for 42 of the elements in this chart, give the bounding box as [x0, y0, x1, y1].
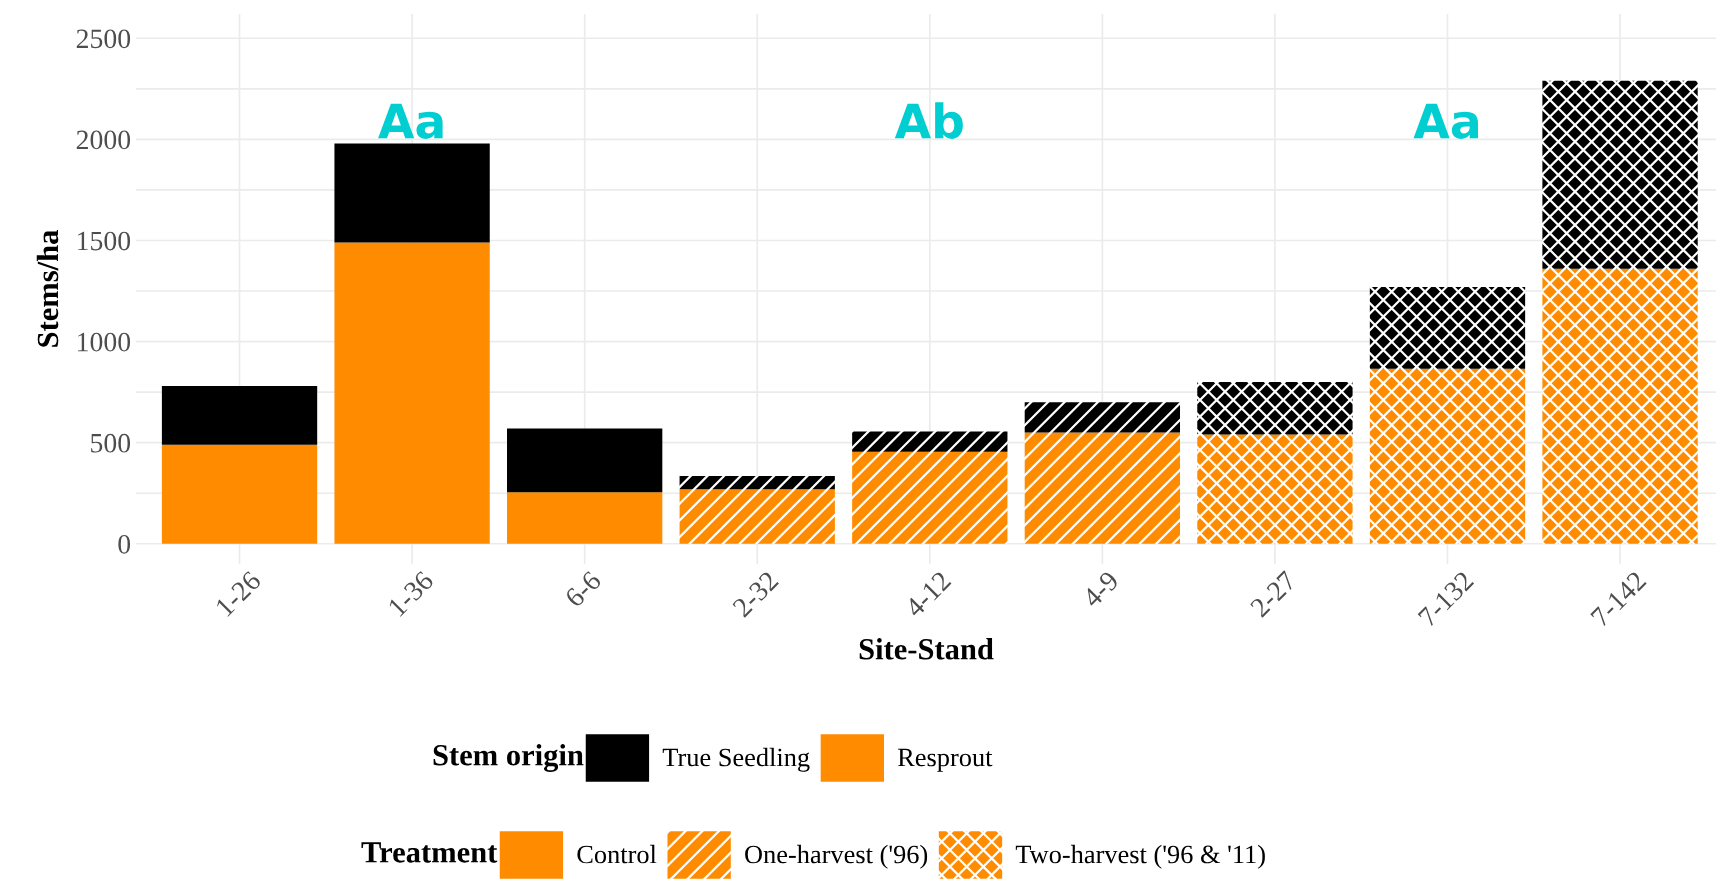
bar	[679, 489, 835, 544]
bar	[161, 444, 318, 544]
x-tick-label: 4-9	[1081, 570, 1120, 609]
y-tick-label: 2000	[76, 130, 131, 150]
legend-label: True Seedling	[662, 747, 810, 772]
y-tick-label: 2500	[76, 29, 131, 49]
y-tick-label: 500	[91, 433, 131, 453]
bar	[1369, 368, 1526, 544]
bar	[1542, 268, 1698, 544]
text: Control	[577, 844, 657, 864]
bar	[334, 242, 490, 544]
bar	[161, 386, 318, 445]
text: One-harvest ('96)	[745, 844, 928, 869]
x-tick-label: 2-32	[731, 570, 780, 618]
bar	[852, 431, 1008, 452]
bar	[334, 143, 490, 243]
bar	[852, 451, 1008, 544]
bar	[1369, 286, 1526, 369]
bar	[507, 492, 663, 544]
bar	[679, 476, 835, 490]
legend-label: Resprout	[897, 748, 993, 772]
bar	[1542, 80, 1698, 269]
y-tick-label: 1500	[78, 231, 131, 251]
annotation: Aa	[1413, 103, 1478, 139]
annotation: Aa	[378, 103, 443, 139]
text: Treatment	[361, 842, 498, 863]
x-tick-label: 1-26	[214, 570, 262, 617]
legend-title: Stem origin	[433, 744, 584, 772]
bar	[1197, 434, 1353, 544]
y-tick-label: 1000	[78, 332, 131, 352]
y-axis-title: Stems/ha	[36, 230, 59, 347]
x-tick-label: 4-12	[903, 570, 952, 619]
y-tick-label: 0	[118, 534, 131, 554]
x-tick-label: 6-6	[564, 570, 603, 609]
bar	[507, 428, 663, 493]
annotation: Ab	[894, 102, 963, 139]
bar	[1024, 432, 1181, 544]
x-tick-label: 1-36	[387, 570, 435, 617]
x-axis-title: Site-Stand	[859, 638, 994, 660]
bar	[1024, 402, 1181, 433]
text: Two-harvest ('96 & '11)	[1015, 844, 1265, 869]
bar	[1197, 382, 1353, 435]
